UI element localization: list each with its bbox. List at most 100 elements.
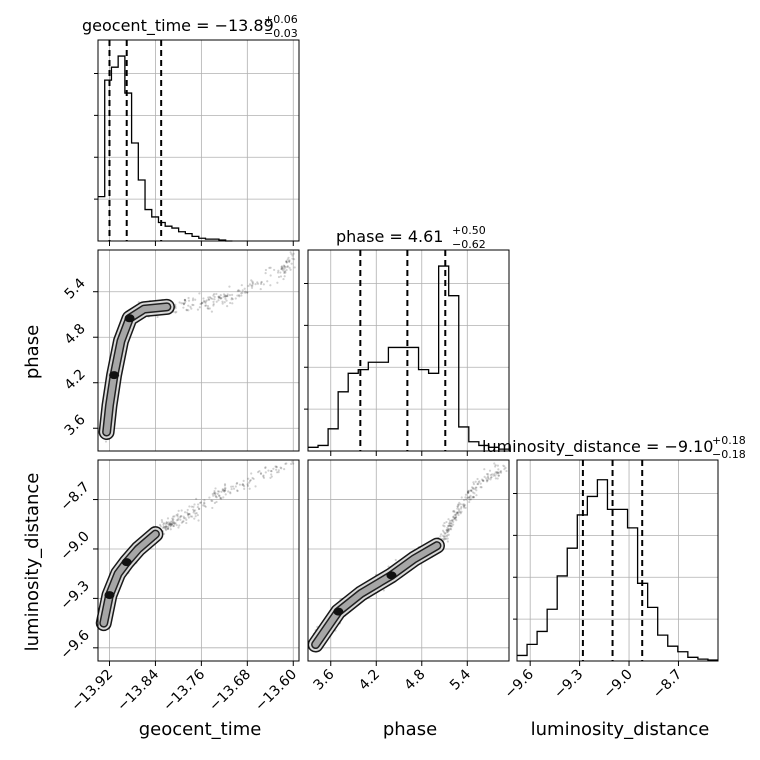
scatter-point [457,511,460,514]
scatter-point [215,300,218,303]
scatter-point [224,294,227,297]
scatter-point [187,299,191,302]
scatter-point [442,524,445,527]
scatter-point [269,266,272,269]
scatter-point [452,515,455,518]
scatter-point [279,466,282,469]
scatter-point [189,515,192,518]
scatter-point [236,489,239,493]
scatter-point [164,525,167,528]
scatter-point [223,490,226,493]
scatter-point [262,474,265,477]
scatter-point [173,515,176,518]
scatter-point [242,485,246,488]
scatter-point [172,524,175,528]
scatter-point [468,496,471,499]
scatter-point [284,270,287,273]
scatter-point [447,527,450,531]
x-tick-label: 4.2 [356,667,383,694]
scatter-point [213,493,216,496]
x-tick-label: 5.4 [447,666,474,693]
scatter-point [237,289,240,292]
scatter-point [172,515,175,518]
scatter-point [283,271,286,275]
scatter-point [213,491,216,494]
scatter-point [215,500,218,504]
scatter-point [497,474,500,477]
scatter-point [179,516,182,519]
scatter-point [224,487,227,490]
contour-core [109,371,120,380]
y-tick-label: −9.6 [57,627,92,662]
scatter-point [489,478,492,481]
scatter-point [450,525,454,528]
scatter-point [248,479,252,483]
scatter-point [443,525,446,528]
contour-fill-mid [103,303,170,436]
scatter-point [445,520,448,524]
scatter-point [182,515,185,518]
scatter-point [186,512,189,516]
scatter-point [192,511,195,514]
scatter-point [251,476,254,480]
scatter-point [275,468,278,471]
scatter-point [472,486,475,490]
scatter-point [217,295,220,298]
scatter-point [198,292,201,295]
scatter-point [220,497,223,500]
scatter-point [453,516,456,520]
scatter-point [489,473,492,477]
scatter-point [493,473,496,476]
scatter-point [212,303,215,306]
scatter-point [251,284,254,287]
scatter-point [194,512,197,515]
scatter-point [258,470,261,473]
scatter-point [209,297,213,300]
scatter-point [193,503,196,506]
scatter-point [174,311,177,314]
scatter-point [202,504,205,507]
scatter-point [280,467,283,470]
scatter-point [166,517,170,520]
scatter-point [177,517,180,520]
scatter-point [180,514,183,518]
scatter-point [448,524,451,527]
title-geocent-time-minus: −0.03 [264,27,298,40]
panel-hist-geocent_time [94,39,300,242]
scatter-point [162,523,165,526]
scatter-point [479,486,482,489]
scatter-point [216,490,220,493]
scatter-point [219,297,222,300]
scatter-point [266,280,269,283]
scatter-point [439,535,442,538]
scatter-point [280,268,283,271]
scatter-point [468,500,471,504]
scatter-point [170,523,173,526]
scatter-point [290,262,293,265]
scatter-point [448,522,451,525]
scatter-point [169,523,172,526]
scatter-point [207,298,210,301]
scatter-point [250,284,253,287]
scatter-point [217,490,221,493]
scatter-point [217,296,220,300]
scatter-point [236,481,239,485]
scatter-point [479,482,482,485]
scatter-point [202,299,206,303]
scatter-point [175,519,179,522]
scatter-point [260,281,263,284]
scatter-point [285,261,288,264]
scatter-point [224,295,227,298]
scatter-point [259,287,262,291]
scatter-point [481,479,484,482]
scatter-point [246,484,250,487]
scatter-point [467,496,470,499]
y-tick-label: −9.0 [57,528,92,563]
scatter-point [240,284,243,287]
scatter-point [205,304,208,307]
scatter-point [180,509,183,512]
scatter-point [447,529,450,532]
scatter-point [236,294,239,297]
scatter-point [382,589,385,592]
scatter-point [452,516,455,519]
